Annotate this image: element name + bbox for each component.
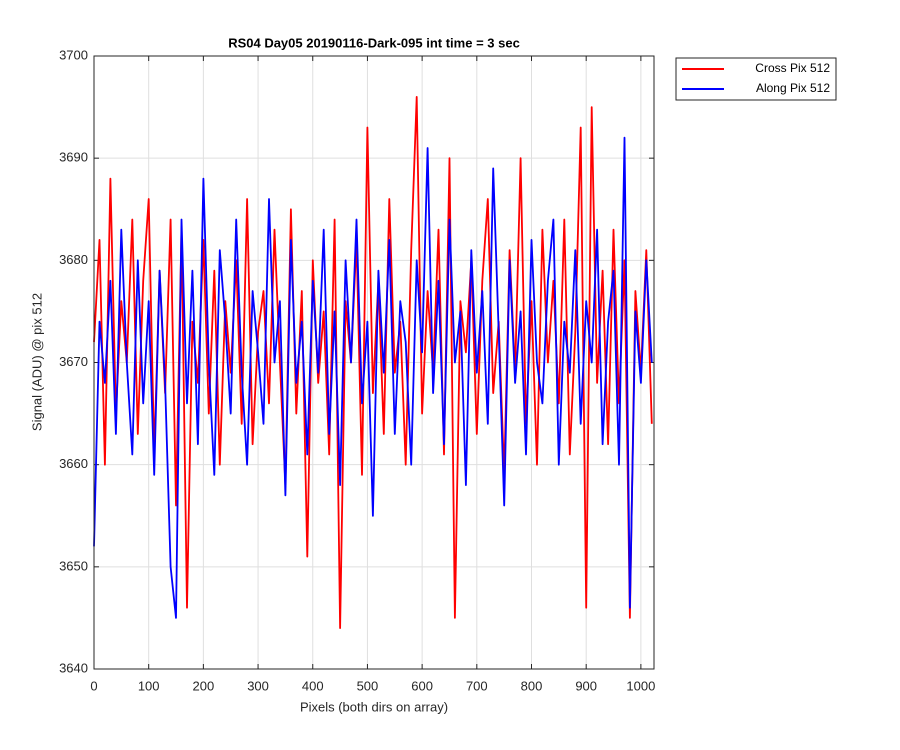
y-axis-label: Signal (ADU) @ pix 512: [29, 293, 44, 431]
y-tick-label: 3640: [59, 660, 88, 675]
x-tick-label: 0: [90, 678, 97, 693]
x-tick-label: 200: [193, 678, 215, 693]
x-tick-label: 500: [357, 678, 379, 693]
x-tick-label: 600: [411, 678, 433, 693]
y-tick-label: 3650: [59, 558, 88, 573]
x-tick-label: 400: [302, 678, 324, 693]
y-tick-label: 3700: [59, 47, 88, 62]
axes-box: [93, 55, 655, 670]
data-line: [93, 96, 653, 629]
x-axis-label: Pixels (both dirs on array): [300, 699, 448, 714]
legend-label: Along Pix 512: [756, 81, 830, 95]
x-tick-label: 100: [138, 678, 160, 693]
x-tick-label: 800: [521, 678, 543, 693]
x-tick-label: 1000: [626, 678, 655, 693]
x-tick-label: 700: [466, 678, 488, 693]
chart-title: RS04 Day05 20190116-Dark-095 int time = …: [228, 35, 520, 50]
y-tick-label: 3660: [59, 456, 88, 471]
x-tick-label: 900: [575, 678, 597, 693]
legend-box: [675, 57, 837, 101]
y-tick-label: 3680: [59, 252, 88, 267]
x-tick-label: 300: [247, 678, 269, 693]
data-line: [93, 136, 653, 619]
y-tick-label: 3670: [59, 354, 88, 369]
legend-label: Cross Pix 512: [755, 61, 830, 75]
y-tick-label: 3690: [59, 150, 88, 165]
